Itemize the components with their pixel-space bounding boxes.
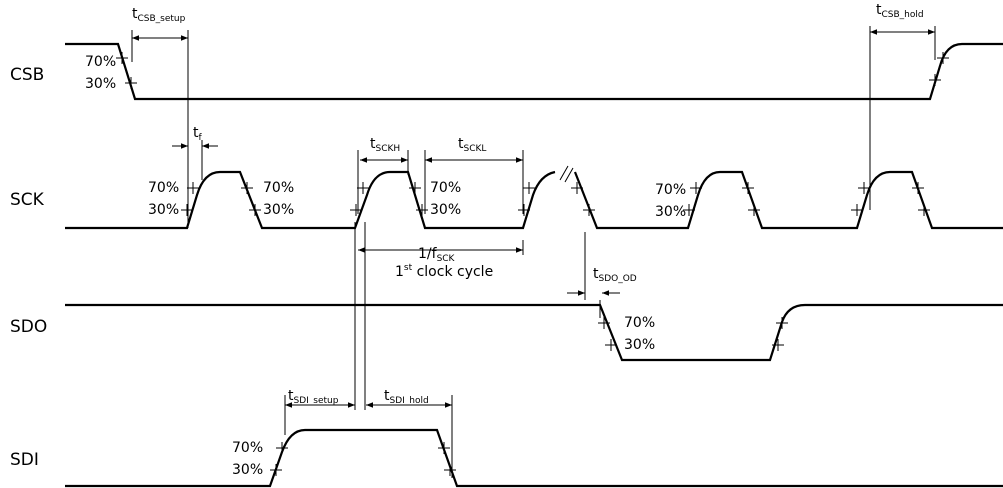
timing-sub: SCKH [376,144,401,154]
level-label: 30% [148,202,179,218]
level-label: 70% [430,180,461,196]
timing-base: t [132,6,138,22]
level-label: 70% [148,180,179,196]
timing-lines [131,26,936,478]
level-label: 30% [430,202,461,218]
threshold-marks [116,52,949,476]
timing-sub: CSB_setup [138,14,186,24]
level-label: 70% [263,180,294,196]
cycle-num: 1 [395,264,404,280]
timing-label: tSDI_setup [288,388,339,406]
timing-sub: SDO_OD [599,274,637,284]
signal-name: SCK [10,190,45,210]
timing-base: t [193,125,199,141]
timing-base: t [593,266,599,282]
timing-label: tf [193,125,203,143]
cycle-sup: st [404,263,413,273]
timing-base: 1/f [418,246,438,262]
sdo-wave [65,303,1003,362]
level-label: 30% [655,204,686,220]
timing-label: 1/fSCK [418,246,456,264]
level-label: 30% [85,76,116,92]
timing-label: tCSB_setup [132,6,186,24]
timing-base: t [288,388,294,404]
level-label: 70% [232,440,263,456]
timing-label: tSCKH [370,136,400,154]
timing-label: tSCKL [458,136,486,154]
timing-sub: SCK [437,254,456,264]
signal-name: SDI [10,450,39,470]
timing-base: t [370,136,376,152]
timing-sub: SDI_setup [294,396,339,406]
timing-sub: SDI_hold [390,396,429,406]
level-label: 30% [232,462,263,478]
csb-wave [65,42,1003,101]
sck-wave [65,170,1003,230]
level-label: 30% [263,202,294,218]
timing-label: tSDO_OD [593,266,637,284]
signal-name: SDO [10,317,47,337]
break-mark [559,165,574,183]
timing-sub: f [199,133,203,143]
timing-label: tSDI_hold [384,388,429,406]
timing-sub: SCKL [464,144,487,154]
level-label: 70% [85,54,116,70]
level-label: 70% [624,315,655,331]
timing-base: t [458,136,464,152]
sdi-wave [65,428,1003,488]
timing-label: tCSB_hold [876,2,924,20]
cycle-rest: clock cycle [412,264,493,280]
clock-cycle-label: 1st clock cycle [395,263,493,280]
timing-base: t [384,388,390,404]
level-label: 70% [655,182,686,198]
signal-name: CSB [10,65,44,85]
timing-base: t [876,2,882,18]
level-label: 30% [624,337,655,353]
waveforms [65,42,1003,488]
timing-sub: CSB_hold [882,10,924,20]
